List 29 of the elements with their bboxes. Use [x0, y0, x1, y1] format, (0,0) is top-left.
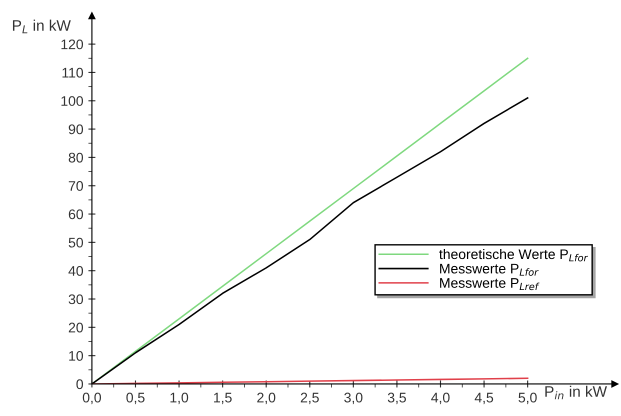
- legend-label: Messwerte P$_{Lfor}$: [440, 264, 539, 276]
- x-tick-label: 2,0: [257, 392, 276, 404]
- y-tick-label: 30: [68, 294, 84, 304]
- y-tick-label: 60: [68, 209, 84, 220]
- y-tick-label: 70: [68, 181, 84, 191]
- x-tick-label: 3,0: [344, 392, 362, 404]
- y-tick-label: 80: [68, 152, 84, 163]
- x-tick-label: 1,5: [214, 392, 232, 404]
- x-tick-label: 1,0: [170, 392, 188, 404]
- legend-label: theoretische Werte P$_{Lfor}$: [439, 248, 588, 262]
- y-tick-label: 10: [69, 350, 84, 361]
- y-tick-label: 90: [68, 124, 84, 134]
- y-tick-label: 120: [61, 39, 84, 50]
- y-tick-label: 100: [61, 96, 84, 106]
- x-tick-label: 4,5: [474, 392, 494, 404]
- y-axis-title: P$_{L}$ in kW: [12, 20, 71, 34]
- x-axis-title: P$_{in}$ in kW: [545, 386, 607, 400]
- legend-label: Messwerte P$_{Lref}$: [440, 278, 540, 290]
- y-tick-label: 110: [62, 68, 84, 78]
- x-tick-label: 0,5: [126, 392, 145, 404]
- x-tick-label: 0,0: [82, 392, 102, 404]
- x-tick-label: 5,0: [518, 392, 537, 404]
- y-tick-label: 40: [68, 266, 84, 276]
- y-tick-label: 20: [68, 322, 84, 332]
- x-tick-label: 2,5: [300, 392, 319, 404]
- y-tick-label: 50: [68, 238, 84, 248]
- x-tick-label: 3,5: [388, 392, 406, 404]
- x-tick-label: 4,0: [431, 392, 450, 404]
- y-tick-label: 0: [76, 379, 84, 390]
